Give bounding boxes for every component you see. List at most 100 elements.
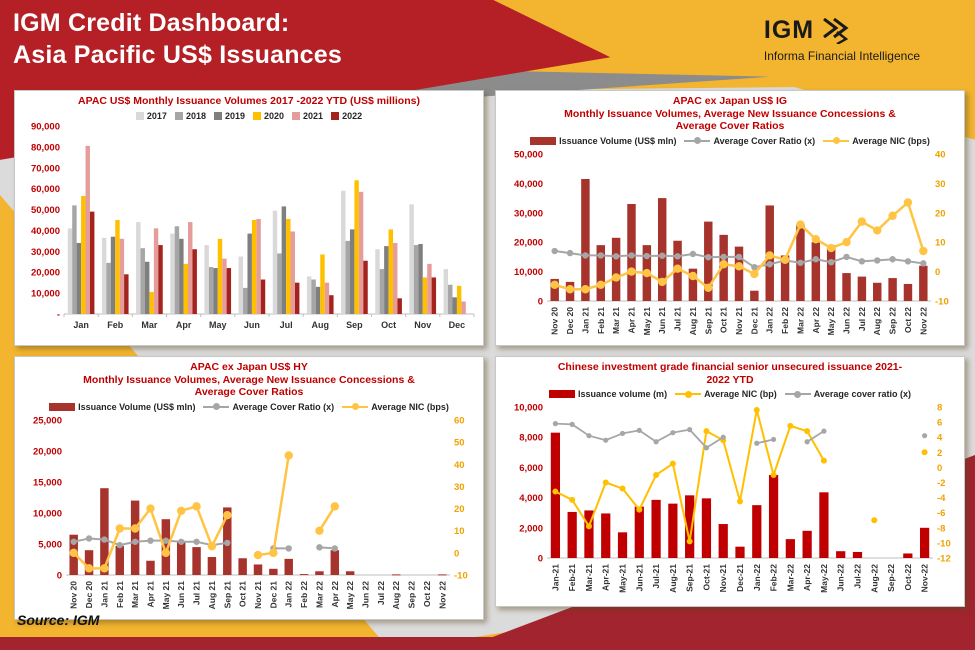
svg-text:Mar 21: Mar 21 <box>130 580 140 607</box>
data-point-marker <box>284 450 293 460</box>
legend-item-issuance-volume-us-mln-: Issuance Volume (US$ mln) <box>530 136 676 146</box>
svg-text:Aug-21: Aug-21 <box>668 564 678 593</box>
legend-bar-swatch <box>292 111 301 120</box>
data-point-marker <box>330 501 339 511</box>
svg-text:Jan 21: Jan 21 <box>99 580 109 607</box>
data-point-marker <box>903 197 913 207</box>
data-point-marker <box>787 422 794 429</box>
bar <box>174 225 180 314</box>
chart-title: APAC ex Japan US$ HY Monthly Issuance Vol… <box>18 361 480 399</box>
data-point-marker <box>612 252 620 260</box>
x-axis-labels: Nov 20 Dec 20 Jan 21 Feb 21 Mar 21 Apr 21 May … <box>550 306 929 335</box>
data-point-marker <box>627 266 636 276</box>
chart-title-line: Monthly Issuance Volumes, Average New Is… <box>564 107 896 120</box>
legend-label: Issuance volume (m) <box>578 389 668 399</box>
svg-text:20: 20 <box>454 504 465 515</box>
legend-label: 2019 <box>224 110 245 121</box>
svg-text:Sep-22: Sep-22 <box>886 564 896 592</box>
svg-text:Mar-21: Mar-21 <box>584 564 594 592</box>
svg-text:30,000: 30,000 <box>31 246 60 257</box>
svg-text:0: 0 <box>935 267 940 278</box>
data-point-marker <box>636 427 642 433</box>
bar <box>581 178 590 301</box>
bar <box>272 210 278 314</box>
svg-text:0: 0 <box>937 463 942 474</box>
legend-item-2021: 2021 <box>292 111 323 121</box>
bar <box>752 505 762 558</box>
bar <box>101 237 107 314</box>
svg-text:Mar-22: Mar-22 <box>785 564 795 592</box>
data-point-marker <box>804 439 810 445</box>
chart-canvas: - 10,000 20,000 30,000 40,000 50,000 60,000 70,… <box>31 121 475 330</box>
chart-title: Chinese investment grade financial senio… <box>499 361 961 386</box>
bar <box>461 300 466 314</box>
bar <box>204 244 209 314</box>
legend-label: 2018 <box>185 110 206 121</box>
svg-text:Dec-21: Dec-21 <box>735 564 745 592</box>
svg-text:Oct-21: Oct-21 <box>701 564 711 591</box>
data-point-marker <box>653 439 659 445</box>
chart-hy-panel: APAC ex Japan US$ HY Monthly Issuance Vol… <box>14 356 484 620</box>
legend-item-2018: 2018 <box>174 110 206 121</box>
svg-text:Oct 22: Oct 22 <box>903 306 913 332</box>
data-point-marker <box>889 255 896 262</box>
data-point-marker <box>223 510 232 519</box>
data-point-marker <box>719 259 728 268</box>
legend-bar-swatch <box>135 111 144 120</box>
bar <box>819 492 829 558</box>
svg-text:Nov: Nov <box>414 320 431 330</box>
bar <box>857 276 867 301</box>
svg-text:-4: -4 <box>937 493 946 504</box>
svg-text:Apr 21: Apr 21 <box>145 580 155 607</box>
chart-title-line: APAC US$ Monthly Issuance Volumes 2017 -… <box>78 95 420 107</box>
svg-text:30: 30 <box>454 481 465 492</box>
data-point-marker <box>921 449 928 456</box>
bar <box>170 233 175 314</box>
svg-text:6,000: 6,000 <box>519 463 543 474</box>
legend-line-swatch <box>684 136 711 145</box>
bar <box>256 218 261 314</box>
bar <box>397 297 402 314</box>
data-point-marker <box>720 434 726 440</box>
svg-text:2,000: 2,000 <box>519 523 543 534</box>
svg-text:10: 10 <box>454 526 465 537</box>
svg-text:Apr 22: Apr 22 <box>330 580 340 607</box>
bar <box>294 282 300 314</box>
data-point-marker <box>636 506 643 513</box>
data-point-marker <box>177 506 186 515</box>
svg-text:-8: -8 <box>937 523 945 534</box>
data-point-marker <box>827 258 835 265</box>
svg-text:Jun-21: Jun-21 <box>634 564 644 592</box>
legend-item-2022: 2022 <box>331 111 362 121</box>
svg-text:Aug-22: Aug-22 <box>869 564 879 593</box>
chart-legend: 2017 2018 2019 2020 2021 2022 <box>18 111 480 121</box>
data-point-marker <box>603 437 609 443</box>
svg-text:Dec 20: Dec 20 <box>84 580 94 608</box>
data-point-marker <box>619 430 626 437</box>
bar <box>89 211 95 314</box>
bar <box>311 279 316 314</box>
bar <box>226 267 232 314</box>
bar <box>358 191 364 314</box>
svg-text:0: 0 <box>454 548 459 559</box>
svg-text:May-21: May-21 <box>618 564 628 593</box>
svg-text:-12: -12 <box>937 554 951 565</box>
data-point-marker <box>643 252 651 259</box>
bar <box>192 248 197 314</box>
bar <box>422 276 428 314</box>
svg-text:Aug 22: Aug 22 <box>391 580 401 609</box>
legend-bar-swatch <box>49 402 76 411</box>
bar <box>81 195 86 314</box>
data-point-marker <box>658 277 667 286</box>
bar-series-2019 <box>76 205 457 314</box>
data-point-marker <box>193 538 200 545</box>
data-point-marker <box>84 563 94 573</box>
data-point-marker <box>820 457 827 464</box>
bar <box>269 568 278 575</box>
data-point-marker <box>857 216 867 226</box>
data-point-marker <box>146 503 155 513</box>
svg-text:Oct 21: Oct 21 <box>719 306 729 332</box>
chart-canvas: 02,0004,0006,0008,00010,000-12-10-8-6-4-… <box>514 403 951 593</box>
bar <box>919 265 928 301</box>
svg-text:10: 10 <box>935 237 946 248</box>
